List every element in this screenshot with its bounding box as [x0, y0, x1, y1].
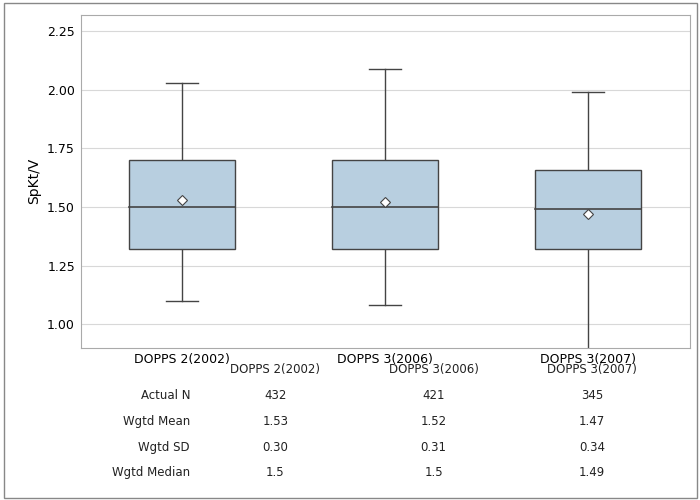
Text: 0.34: 0.34 — [579, 440, 605, 454]
Text: 421: 421 — [423, 389, 445, 402]
Text: 0.31: 0.31 — [421, 440, 447, 454]
FancyBboxPatch shape — [536, 170, 640, 249]
Text: Wgtd Median: Wgtd Median — [112, 466, 190, 479]
Y-axis label: SpKt/V: SpKt/V — [27, 158, 41, 204]
Text: 1.47: 1.47 — [579, 414, 606, 428]
FancyBboxPatch shape — [130, 160, 234, 249]
Text: 1.5: 1.5 — [424, 466, 443, 479]
Text: Wgtd Mean: Wgtd Mean — [123, 414, 190, 428]
Text: DOPPS 3(2006): DOPPS 3(2006) — [389, 363, 479, 376]
Text: 1.5: 1.5 — [266, 466, 285, 479]
Text: DOPPS 2(2002): DOPPS 2(2002) — [230, 363, 321, 376]
Text: Actual N: Actual N — [141, 389, 190, 402]
Text: 1.49: 1.49 — [579, 466, 606, 479]
Text: 345: 345 — [581, 389, 603, 402]
Text: DOPPS 3(2007): DOPPS 3(2007) — [547, 363, 637, 376]
Text: 0.30: 0.30 — [262, 440, 288, 454]
Text: Wgtd SD: Wgtd SD — [139, 440, 190, 454]
FancyBboxPatch shape — [332, 160, 438, 249]
Text: 1.52: 1.52 — [421, 414, 447, 428]
Text: 432: 432 — [264, 389, 286, 402]
Text: 1.53: 1.53 — [262, 414, 288, 428]
